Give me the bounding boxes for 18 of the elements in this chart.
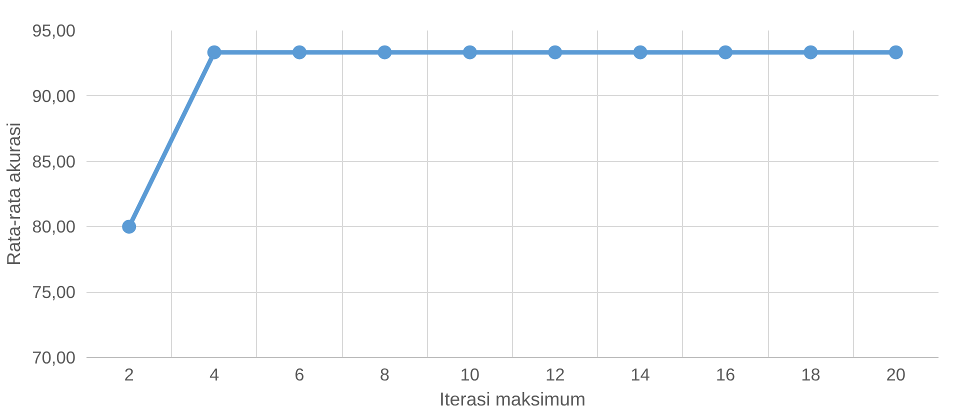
x-tick-label: 16 bbox=[716, 364, 736, 384]
x-axis-title: Iterasi maksimum bbox=[439, 388, 586, 410]
y-axis-title: Rata-rata akurasi bbox=[3, 122, 24, 266]
y-tick-label: 70,00 bbox=[32, 348, 76, 368]
x-tick-label: 14 bbox=[630, 364, 650, 384]
y-tick-label: 95,00 bbox=[32, 20, 76, 40]
y-tick-label: 75,00 bbox=[32, 282, 76, 302]
x-tick-label: 20 bbox=[886, 364, 906, 384]
x-tick-label: 18 bbox=[801, 364, 820, 384]
x-tick-label: 10 bbox=[460, 364, 480, 384]
x-tick-label: 6 bbox=[294, 364, 304, 384]
x-tick-label: 12 bbox=[545, 364, 565, 384]
x-tick-label: 4 bbox=[209, 364, 220, 384]
x-tick-label: 2 bbox=[124, 364, 134, 384]
y-tick-label: 90,00 bbox=[32, 86, 76, 106]
y-tick-label: 85,00 bbox=[32, 151, 76, 172]
x-tick-label: 8 bbox=[380, 364, 390, 384]
y-tick-label: 80,00 bbox=[32, 216, 76, 237]
